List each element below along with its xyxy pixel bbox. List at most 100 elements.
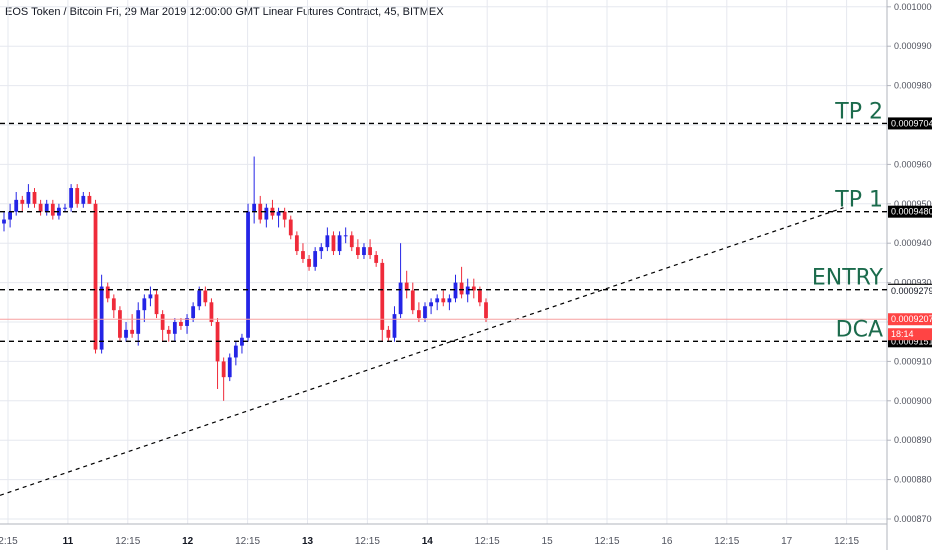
- price-tag-text: 18:14: [891, 329, 914, 339]
- candle-body: [191, 306, 196, 319]
- candle: [301, 243, 305, 263]
- candle: [172, 318, 177, 342]
- candle: [252, 156, 257, 224]
- level-price-text: 0.0009480: [891, 207, 932, 217]
- candle-body: [197, 290, 202, 307]
- candle: [240, 333, 244, 354]
- candle-body: [93, 203, 98, 350]
- candle-body: [130, 329, 135, 334]
- candle: [2, 211, 6, 232]
- candle-body: [20, 199, 25, 204]
- candle: [343, 227, 348, 244]
- candle: [111, 294, 116, 319]
- candle-body: [69, 188, 74, 208]
- candle: [8, 203, 12, 228]
- candle: [246, 203, 250, 342]
- candle-body: [441, 298, 446, 303]
- x-tick-label: 2:15: [0, 536, 18, 547]
- candle: [337, 231, 342, 256]
- candle-body: [233, 345, 238, 358]
- x-tick-label: 12:15: [115, 536, 140, 547]
- candle-body: [276, 211, 281, 216]
- candle: [392, 306, 397, 342]
- candle: [50, 199, 55, 220]
- candle-body: [264, 207, 269, 220]
- candle-body: [111, 298, 116, 311]
- candle-body: [319, 247, 324, 252]
- chart-title: EOS Token / Bitcoin Fri, 29 Mar 2019 12:…: [5, 6, 444, 18]
- candle: [276, 207, 281, 228]
- candle-body: [416, 310, 421, 319]
- candle-body: [8, 211, 12, 220]
- candle-body: [99, 286, 104, 350]
- candles: [2, 156, 488, 401]
- candle: [124, 322, 128, 342]
- candle-body: [423, 306, 427, 319]
- candle-body: [50, 203, 55, 216]
- candle: [423, 302, 427, 322]
- x-tick-label: 13: [302, 536, 314, 547]
- candle-body: [2, 219, 6, 224]
- candle: [459, 266, 464, 299]
- candle-body: [355, 247, 360, 256]
- candle: [20, 195, 25, 212]
- candle-body: [410, 290, 415, 311]
- candle-body: [203, 290, 208, 303]
- x-tick-label: 14: [422, 536, 434, 547]
- candle-body: [404, 282, 409, 291]
- candle: [233, 341, 238, 366]
- price-tag-bg: [888, 313, 932, 326]
- candle: [416, 302, 421, 322]
- candle-body: [44, 203, 49, 212]
- candle: [136, 302, 141, 346]
- candle: [130, 314, 135, 338]
- candle-body: [142, 298, 147, 311]
- candle-body: [154, 294, 159, 315]
- level-price-tag: [888, 205, 932, 218]
- candle: [471, 278, 476, 299]
- x-tick-label: 12:15: [594, 536, 619, 547]
- candle-body: [148, 294, 153, 299]
- candle-body: [343, 235, 348, 237]
- price-labels: 0.00097040.00094800.00092820.00091510.00…: [888, 117, 932, 348]
- level-price-text: 0.0009151: [891, 336, 932, 346]
- candle-body: [362, 247, 366, 256]
- candle-body: [301, 251, 305, 259]
- candle-body: [331, 235, 336, 252]
- candle: [447, 294, 452, 311]
- candle: [282, 207, 287, 228]
- candle: [355, 239, 360, 259]
- level-annotation: DCA: [836, 317, 883, 342]
- candle-body: [374, 255, 379, 263]
- y-tick-label: 0.0010000: [894, 2, 932, 12]
- candle: [63, 203, 67, 212]
- price-tag-bg: [888, 284, 932, 297]
- candle-body: [63, 207, 67, 209]
- candle-body: [166, 329, 171, 334]
- candle: [313, 247, 318, 271]
- candle-body: [288, 219, 293, 236]
- candle: [441, 290, 446, 307]
- x-tick-label: 16: [661, 536, 673, 547]
- candle-body: [38, 203, 43, 212]
- candle: [191, 302, 196, 322]
- candle-body: [105, 286, 110, 299]
- time-axis: 2:15 11 12:15 12 12:15 13 12:15 14 12:15 15 12:15 1…: [0, 536, 860, 547]
- candle: [453, 274, 458, 303]
- candle: [14, 191, 19, 216]
- candle: [349, 231, 354, 252]
- candle-body: [368, 247, 372, 256]
- candle: [227, 353, 232, 382]
- candle-body: [185, 318, 189, 326]
- trendline-segment: [0, 207, 844, 496]
- candle-body: [240, 337, 244, 346]
- candle-body: [337, 235, 342, 252]
